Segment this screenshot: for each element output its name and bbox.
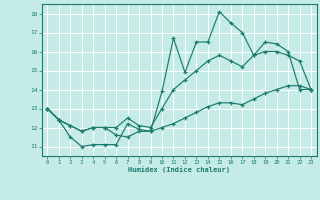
X-axis label: Humidex (Indice chaleur): Humidex (Indice chaleur)	[128, 167, 230, 173]
